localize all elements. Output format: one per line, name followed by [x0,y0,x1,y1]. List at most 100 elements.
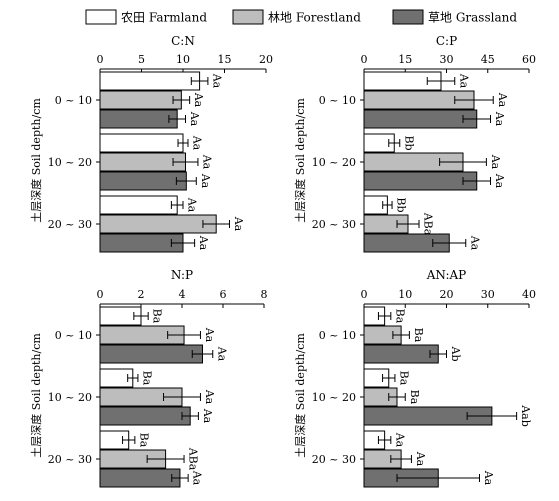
x-tick-label: 60 [522,53,536,66]
x-tick-label: 4 [179,288,186,301]
y-axis-label: 土层深度 Soil depth/cm [29,333,43,458]
significance-label: Ab [449,346,462,362]
significance-label: Aa [489,154,502,170]
bar [99,133,184,153]
significance-label: Aa [197,235,210,251]
significance-label: Ba [397,371,410,386]
significance-label: Aa [457,73,470,89]
x-tick-label: 30 [481,288,495,301]
x-tick-label: 10 [176,53,190,66]
y-category-label: 10 ~ 20 [312,391,356,404]
x-tick-label: 0 [97,53,104,66]
x-tick-label: 15 [218,53,232,66]
x-tick-label: 5 [138,53,145,66]
significance-label: Aa [191,470,204,486]
significance-label: Aa [393,432,406,448]
y-axis-label: 土层深度 Soil depth/cm [293,333,307,458]
significance-label: Bb [402,135,415,150]
chart-panel-1: C:P 0 15 30 45 60 土层深度 Soil depth/cm 0 ~ 10 Aa Aa… [293,34,536,253]
y-category-label: 20 ~ 30 [48,218,92,231]
x-tick-label: 0 [97,288,104,301]
x-tick-label: 2 [138,288,145,301]
bar [99,71,201,91]
y-category-label: 20 ~ 30 [312,218,356,231]
y-axis-label: 土层深度 Soil depth/cm [29,98,43,223]
x-tick-label: 30 [440,53,454,66]
significance-label: Aa [482,470,495,486]
significance-label: Aa [215,346,228,362]
significance-label: Aa [468,235,481,251]
y-category-label: 0 ~ 10 [319,94,356,107]
significance-label: Aa [186,197,199,213]
significance-label: Ba [151,309,164,324]
significance-label: Aa [210,73,223,89]
bar [99,468,181,488]
significance-label: ABa [187,447,200,471]
x-tick-label: 6 [220,288,227,301]
significance-label: Ba [393,309,406,324]
significance-label: Aa [203,389,216,405]
significance-label: Ba [412,328,425,343]
x-tick-label: 45 [481,53,495,66]
bar [99,171,187,191]
significance-label: Ba [137,433,150,448]
significance-label: Aa [414,451,427,467]
chart-title: N:P [171,268,193,282]
significance-label: Aa [200,154,213,170]
significance-label: Aa [201,408,214,424]
bar [99,233,184,253]
significance-label: Aa [203,327,216,343]
bar [99,344,203,364]
legend-label-1: 林地 Forestland [268,11,361,25]
y-category-label: 0 ~ 10 [55,329,92,342]
x-tick-label: 15 [398,53,412,66]
bar [363,344,439,364]
legend: 农田 Farmland 林地 Forestland 草地 Grassland [85,9,517,25]
y-category-label: 20 ~ 30 [48,453,92,466]
y-category-label: 0 ~ 10 [319,329,356,342]
significance-label: Ba [408,390,421,405]
x-tick-label: 0 [361,53,368,66]
bar [363,171,478,191]
y-category-label: 10 ~ 20 [48,156,92,169]
significance-label: Aa [232,216,245,232]
significance-label: Aab [519,404,532,427]
chart-panel-2: N:P 0 2 4 6 8 土层深度 Soil depth/cm 0 ~ 10 Ba Aa Aa 10… [29,268,268,488]
significance-label: Aa [493,173,506,189]
legend-label-2: 草地 Grassland [428,11,517,25]
y-axis-label: 土层深度 Soil depth/cm [293,98,307,223]
significance-label: Aa [190,135,203,151]
legend-swatch-2 [392,9,424,25]
x-tick-label: 8 [261,288,268,301]
significance-label: Aa [188,111,201,127]
x-tick-label: 20 [440,288,454,301]
y-category-label: 0 ~ 10 [55,94,92,107]
x-tick-label: 10 [398,288,412,301]
chart-title: C:P [436,34,457,48]
y-category-label: 10 ~ 20 [312,156,356,169]
significance-label: Ba [140,371,153,386]
significance-label: Aa [199,173,212,189]
x-tick-label: 20 [259,53,273,66]
significance-label: ABa [422,212,435,236]
y-category-label: 10 ~ 20 [48,391,92,404]
significance-label: Aa [192,92,205,108]
bar [99,109,178,129]
chart-panel-3: AN:AP 0 10 20 30 40 土层深度 Soil depth/cm 0 ~ 10 Ba… [293,268,536,488]
bar [99,90,182,110]
bar [363,109,478,129]
legend-swatch-0 [85,9,117,25]
x-tick-label: 0 [361,288,368,301]
bar [99,214,217,234]
significance-label: Aa [493,111,506,127]
x-tick-label: 40 [522,288,536,301]
legend-swatch-1 [232,9,264,25]
chart-title: C:N [171,34,195,48]
legend-label-0: 农田 Farmland [121,11,207,25]
significance-label: Bb [395,197,408,212]
bar [99,195,178,215]
bar [99,406,191,426]
